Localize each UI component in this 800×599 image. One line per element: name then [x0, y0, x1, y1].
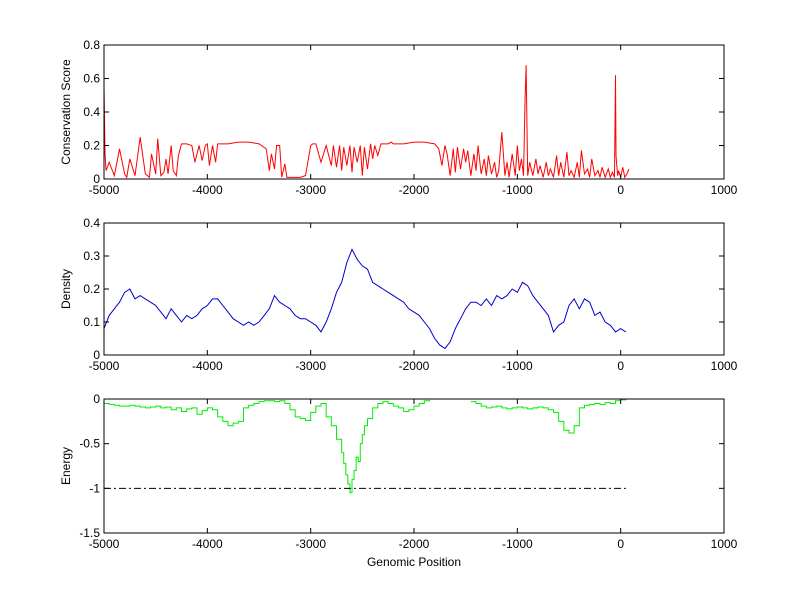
y-tick-label: 0.2: [83, 139, 100, 153]
x-tick-label: -4000: [192, 183, 223, 197]
x-tick-label: 0: [617, 537, 624, 551]
panel-density: -5000 -4000 -3000 -2000 -1000 0 1000 0 0.1 0.2 0.…: [59, 216, 738, 373]
x-tick-label: -5000: [89, 183, 120, 197]
y-tick-label: -1: [89, 481, 100, 495]
panel-energy-xticks: -5000 -4000 -3000 -2000 -1000 0 1000: [89, 399, 738, 551]
panel-density-yticks: 0 0.1 0.2 0.3 0.4: [83, 216, 724, 362]
y-tick-label: 0.3: [83, 249, 100, 263]
x-tick-label: 1000: [711, 359, 738, 373]
y-tick-label: 0: [93, 172, 100, 186]
y-tick-label: 0: [93, 392, 100, 406]
panel-density-plot: [103, 248, 627, 350]
panel-conservation: -5000 -4000 -3000 -2000 -1000 0 1000 0 0.2 0.4 0.…: [59, 38, 738, 197]
x-tick-label: 0: [617, 183, 624, 197]
x-tick-label: -2000: [399, 183, 430, 197]
series-line-energy-0: [104, 399, 627, 494]
x-tick-label: 1000: [711, 537, 738, 551]
panel-conservation-xticks: -5000 -4000 -3000 -2000 -1000 0 1000: [89, 45, 738, 197]
x-tick-label: -1000: [502, 183, 533, 197]
x-tick-label: 0: [617, 359, 624, 373]
panel-conservation-plot: [103, 65, 630, 179]
panel-conservation-yticks: 0 0.2 0.4 0.6 0.8: [83, 38, 724, 186]
x-tick-label: -4000: [192, 537, 223, 551]
panel-density-ylabel: Density: [59, 269, 73, 309]
y-tick-label: 0: [93, 348, 100, 362]
panel-energy-yticks: -1.5 -1 -0.5 0: [79, 392, 724, 540]
y-tick-label: 0.4: [83, 216, 100, 230]
panel-energy-plot: [104, 399, 627, 494]
y-tick-label: -0.5: [79, 437, 100, 451]
panel-energy: -5000 -4000 -3000 -2000 -1000 0 1000 -1.5 -1 -0.…: [59, 392, 738, 569]
x-tick-label: -3000: [295, 183, 326, 197]
y-tick-label: 0.6: [83, 72, 100, 86]
x-tick-label: -1000: [502, 359, 533, 373]
series-line-density-0: [103, 248, 627, 350]
y-tick-label: 0.4: [83, 105, 100, 119]
panel-energy-ylabel: Energy: [59, 447, 73, 485]
x-tick-label: -1000: [502, 537, 533, 551]
y-tick-label: 0.1: [83, 315, 100, 329]
y-tick-label: -1.5: [79, 526, 100, 540]
y-tick-label: 0.2: [83, 282, 100, 296]
x-tick-label: -5000: [89, 359, 120, 373]
y-tick-label: 0.8: [83, 38, 100, 52]
x-tick-label: 1000: [711, 183, 738, 197]
x-tick-label: -5000: [89, 537, 120, 551]
x-tick-label: -3000: [295, 537, 326, 551]
x-tick-label: -3000: [295, 359, 326, 373]
series-line-conservation-0: [103, 65, 630, 179]
panel-energy-xlabel: Genomic Position: [367, 555, 461, 569]
panel-conservation-ylabel: Conservation Score: [59, 59, 73, 165]
panel-density-xticks: -5000 -4000 -3000 -2000 -1000 0 1000: [89, 223, 738, 373]
x-tick-label: -4000: [192, 359, 223, 373]
x-tick-label: -2000: [399, 537, 430, 551]
x-tick-label: -2000: [399, 359, 430, 373]
